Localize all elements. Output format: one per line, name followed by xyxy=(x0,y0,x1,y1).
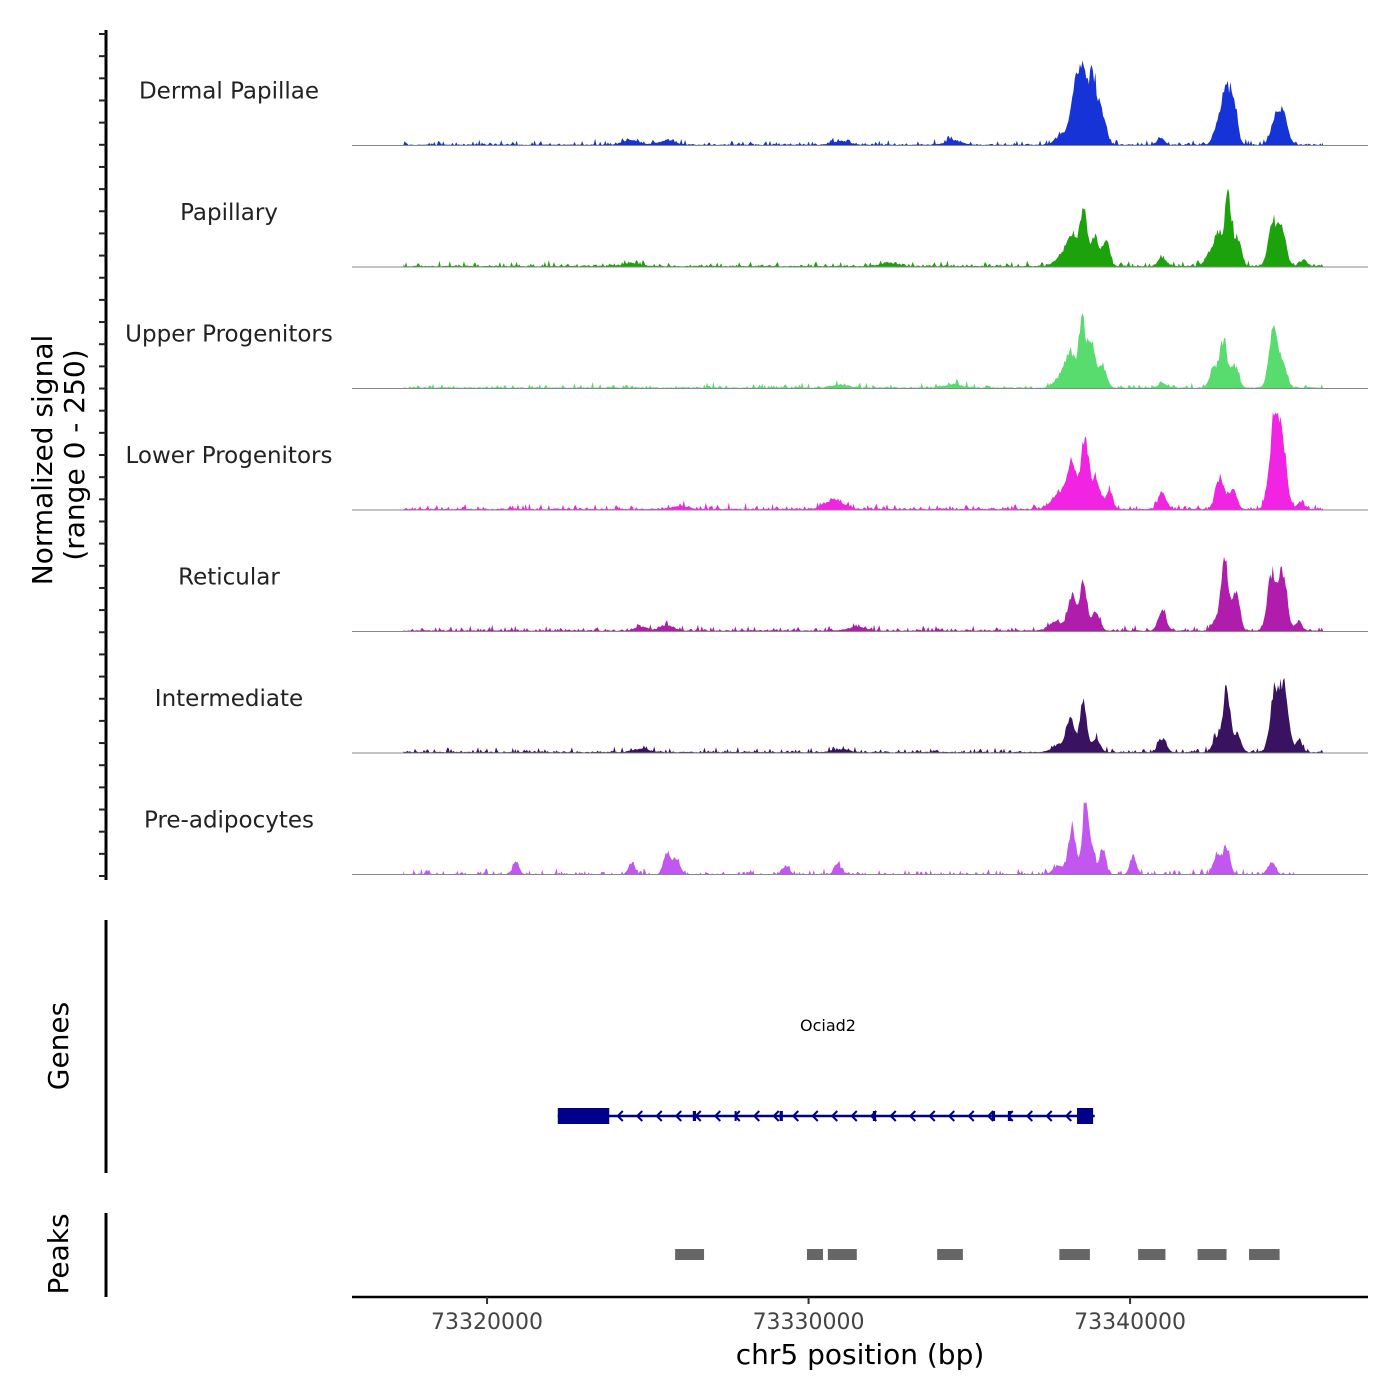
strand-arrow xyxy=(986,1110,994,1122)
x-tick-label: 73330000 xyxy=(753,1310,865,1335)
x-axis-title: chr5 position (bp) xyxy=(736,1338,985,1371)
strand-arrow xyxy=(850,1110,858,1122)
coverage-area xyxy=(403,60,1323,146)
gene-exon xyxy=(734,1111,737,1121)
strand-arrow xyxy=(830,1110,838,1122)
strand-arrow xyxy=(752,1110,760,1122)
strand-arrow xyxy=(967,1110,975,1122)
strand-arrow xyxy=(811,1110,819,1122)
track-dermal-papillae: Dermal Papillae xyxy=(139,60,1368,146)
strand-arrow xyxy=(772,1110,780,1122)
gene-exon xyxy=(1007,1111,1012,1121)
y-axis-title-line2: (range 0 - 250) xyxy=(58,349,91,560)
peak-region xyxy=(1197,1249,1227,1260)
coverage-area xyxy=(403,188,1323,267)
track-reticular: Reticular xyxy=(178,556,1368,632)
coverage-tracks: Dermal Papillae Papillary Upper Progenitor… xyxy=(125,60,1368,875)
track-papillary: Papillary xyxy=(180,188,1368,268)
peaks-track-label: Peaks xyxy=(42,1213,75,1294)
strand-arrow xyxy=(928,1110,936,1122)
y-axis-title-line1: Normalized signal xyxy=(26,335,59,586)
track-pre-adipocytes: Pre-adipocytes xyxy=(144,801,1368,875)
track-label: Papillary xyxy=(180,200,278,226)
strand-arrow xyxy=(947,1110,955,1122)
strand-arrow xyxy=(1064,1110,1072,1122)
strand-arrow xyxy=(1025,1110,1033,1122)
track-intermediate: Intermediate xyxy=(155,678,1368,754)
track-label: Upper Progenitors xyxy=(125,322,333,348)
x-axis: 73320000 73330000 73340000 xyxy=(352,1295,1368,1335)
track-lower-progenitors: Lower Progenitors xyxy=(126,412,1368,511)
peak-region xyxy=(1249,1249,1280,1260)
strand-arrow xyxy=(1045,1110,1053,1122)
x-tick-label: 73320000 xyxy=(431,1310,543,1335)
coverage-area xyxy=(403,412,1323,510)
track-label: Lower Progenitors xyxy=(126,443,333,469)
track-label: Pre-adipocytes xyxy=(144,808,314,834)
gene-exon xyxy=(557,1108,610,1124)
peak-region xyxy=(806,1249,824,1260)
genes-track-label: Genes xyxy=(42,1002,75,1090)
strand-arrow xyxy=(674,1110,682,1122)
strand-arrow xyxy=(908,1110,916,1122)
x-tick-label: 73340000 xyxy=(1074,1310,1186,1335)
gene-exon xyxy=(1077,1108,1094,1124)
strand-arrow xyxy=(616,1110,624,1122)
coverage-area xyxy=(403,678,1323,753)
peak-region xyxy=(1059,1249,1090,1260)
peak-region xyxy=(675,1249,705,1260)
gene-exon xyxy=(692,1111,697,1121)
gene-exon xyxy=(779,1111,783,1121)
gene-track xyxy=(104,920,1095,1173)
track-label: Dermal Papillae xyxy=(139,79,319,105)
peak-region xyxy=(827,1249,857,1260)
track-label: Reticular xyxy=(178,565,280,591)
gene-exon xyxy=(872,1111,877,1121)
peak-region xyxy=(937,1249,963,1260)
signal-axis xyxy=(99,30,108,880)
strand-arrow xyxy=(791,1110,799,1122)
gene-name-label: Ociad2 xyxy=(800,1016,856,1035)
track-label: Intermediate xyxy=(155,686,303,712)
track-upper-progenitors: Upper Progenitors xyxy=(125,313,1368,389)
peak-track xyxy=(104,1213,1280,1297)
strand-arrow xyxy=(655,1110,663,1122)
strand-arrow xyxy=(713,1110,721,1122)
coverage-area xyxy=(403,801,1298,875)
coverage-area xyxy=(403,313,1323,389)
gene-exon xyxy=(991,1111,996,1121)
peak-region xyxy=(1138,1249,1166,1260)
strand-arrow xyxy=(889,1110,897,1122)
strand-arrow xyxy=(635,1110,643,1122)
coverage-area xyxy=(403,556,1323,632)
